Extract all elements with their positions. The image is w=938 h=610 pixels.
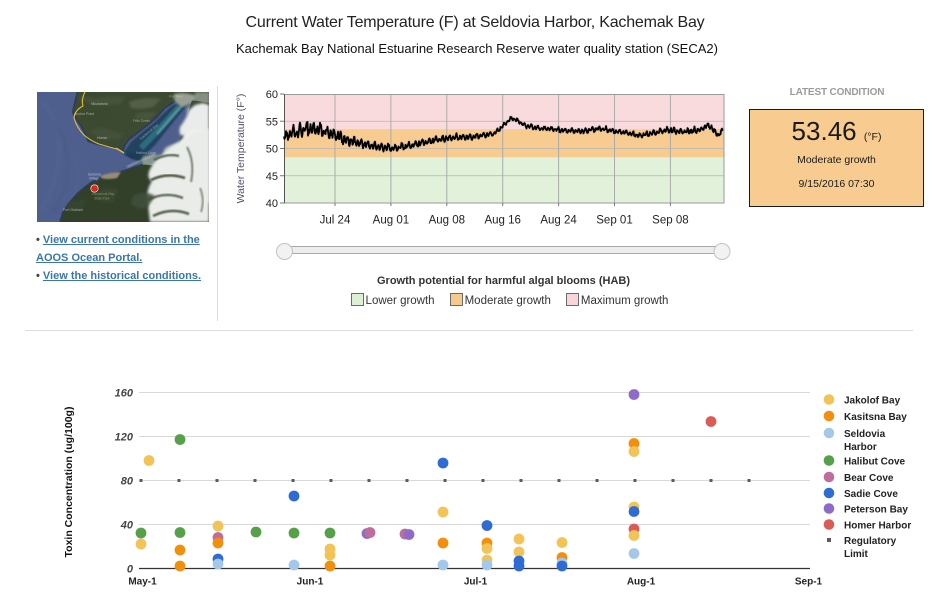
svg-text:Kachemak Bay: Kachemak Bay — [92, 192, 115, 196]
svg-text:Sep 01: Sep 01 — [596, 215, 632, 227]
svg-text:Jakolof Bay: Jakolof Bay — [844, 395, 901, 406]
svg-text:Nikolaevsk: Nikolaevsk — [91, 102, 108, 106]
svg-text:0: 0 — [127, 564, 134, 576]
svg-text:Aug 08: Aug 08 — [429, 215, 465, 227]
svg-text:Aug 01: Aug 01 — [373, 215, 409, 227]
svg-text:45: 45 — [266, 171, 278, 183]
svg-text:Homer Harbor: Homer Harbor — [844, 520, 911, 531]
svg-text:Sep-1: Sep-1 — [795, 577, 823, 588]
svg-text:Fox River: Fox River — [169, 95, 184, 99]
svg-text:Halibut Cove: Halibut Cove — [844, 456, 906, 467]
svg-text:Regulatory: Regulatory — [844, 536, 897, 547]
svg-text:Harbor: Harbor — [844, 442, 877, 453]
svg-text:May-1: May-1 — [128, 577, 157, 588]
svg-text:Jun-1: Jun-1 — [297, 577, 324, 588]
svg-text:Jul-1: Jul-1 — [464, 577, 488, 588]
svg-text:Water Temperature (F°): Water Temperature (F°) — [235, 94, 247, 204]
svg-text:Kasitsna Bay: Kasitsna Bay — [844, 412, 907, 423]
svg-text:40: 40 — [120, 520, 134, 532]
svg-text:Sep 08: Sep 08 — [652, 215, 688, 227]
svg-text:160: 160 — [115, 388, 134, 400]
svg-text:Anchor Point: Anchor Point — [74, 112, 94, 116]
svg-text:Port Graham: Port Graham — [63, 208, 83, 212]
svg-text:Halibut Cove: Halibut Cove — [136, 151, 156, 155]
svg-text:120: 120 — [115, 432, 134, 444]
svg-text:Aug-1: Aug-1 — [627, 577, 656, 588]
svg-text:Seldovia: Seldovia — [844, 429, 886, 440]
svg-text:Village: Village — [89, 177, 99, 181]
svg-text:Peterson Bay: Peterson Bay — [844, 504, 908, 515]
svg-text:50: 50 — [266, 144, 278, 156]
svg-text:Bear Cove: Bear Cove — [844, 473, 894, 484]
svg-text:Jul 24: Jul 24 — [320, 215, 351, 227]
svg-text:55: 55 — [266, 116, 278, 128]
svg-text:60: 60 — [266, 89, 278, 101]
svg-text:Sadie Cove: Sadie Cove — [844, 489, 898, 500]
svg-text:Toxin Concentration (ug/100g): Toxin Concentration (ug/100g) — [63, 407, 75, 558]
svg-text:Aug 16: Aug 16 — [484, 215, 520, 227]
svg-text:Aug 24: Aug 24 — [540, 215, 577, 227]
svg-text:State Park: State Park — [94, 197, 110, 201]
svg-text:Seldovia: Seldovia — [88, 173, 101, 177]
svg-text:Homer: Homer — [97, 136, 108, 140]
svg-text:40: 40 — [266, 198, 278, 210]
svg-text:Limit: Limit — [844, 549, 869, 560]
svg-text:Fritz Creek: Fritz Creek — [133, 119, 150, 123]
svg-text:80: 80 — [121, 476, 134, 488]
